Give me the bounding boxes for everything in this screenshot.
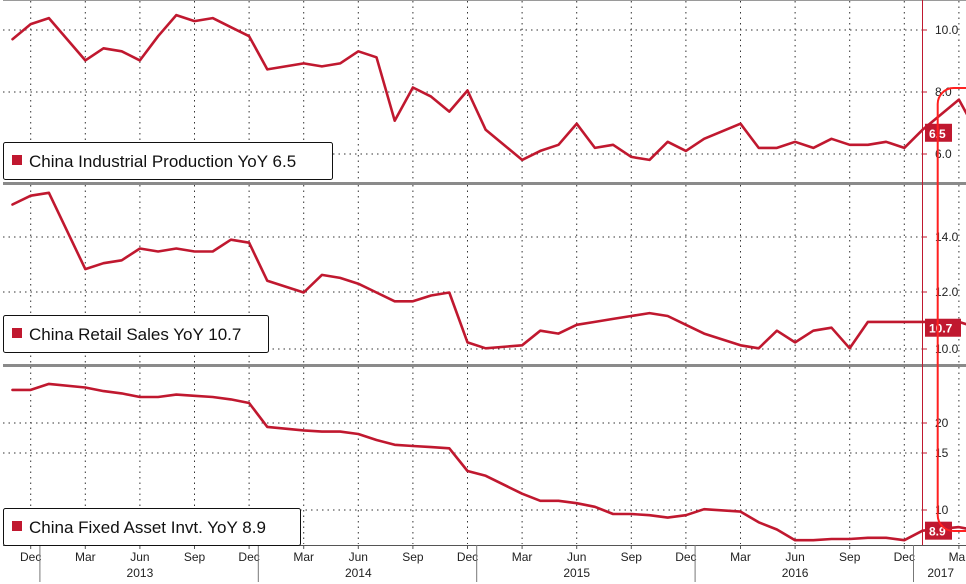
x-tick-label: Dec <box>457 550 478 564</box>
x-tick-label: Sep <box>184 550 206 564</box>
year-label: 2013 <box>127 566 154 580</box>
x-tick-label: Sep <box>839 550 861 564</box>
last-value-tag <box>925 521 952 540</box>
year-label: 2015 <box>563 566 590 580</box>
legend-box <box>3 142 333 180</box>
x-tick-label: Sep <box>621 550 643 564</box>
x-tick-label: Mar <box>949 550 966 564</box>
legend-swatch <box>12 328 22 338</box>
legend-box <box>3 315 269 353</box>
x-tick-label: Dec <box>894 550 915 564</box>
x-tick-label: Jun <box>130 550 149 564</box>
x-tick-label: Dec <box>238 550 259 564</box>
panel-separator <box>3 364 966 367</box>
legend-label: China Retail Sales YoY 10.7 <box>29 325 241 344</box>
x-tick-label: Mar <box>512 550 533 564</box>
x-tick-label: Sep <box>402 550 424 564</box>
series-line <box>11 13 966 162</box>
year-label: 2014 <box>345 566 372 580</box>
grid-layer <box>3 1 960 544</box>
x-tick-label: Jun <box>785 550 804 564</box>
last-value-label: 8.9 <box>929 525 946 539</box>
legend-layer: China Industrial Production YoY 6.5 China… <box>3 142 333 546</box>
legend-label: China Fixed Asset Invt. YoY 8.9 <box>29 518 266 537</box>
x-tick-label: Mar <box>730 550 751 564</box>
year-label: 2016 <box>782 566 809 580</box>
series-line <box>11 191 966 350</box>
y-tick-label: 6.0 <box>935 147 952 161</box>
series-line <box>11 382 966 542</box>
x-tick-label: Mar <box>293 550 314 564</box>
legend-label: China Industrial Production YoY 6.5 <box>29 152 296 171</box>
year-label: 2017 <box>927 566 954 580</box>
y-tick-label: 10.0 <box>935 342 959 356</box>
x-tick-label: Dec <box>20 550 41 564</box>
y-tick-label: 12.0 <box>935 285 959 299</box>
last-value-tag <box>925 318 961 337</box>
last-value-label: 10.7 <box>929 322 953 336</box>
legend-box <box>3 508 301 546</box>
legend-swatch <box>12 521 22 531</box>
y-tick-label: 10.0 <box>935 23 959 37</box>
x-tick-label: Jun <box>349 550 368 564</box>
legend-swatch <box>12 155 22 165</box>
axis-layer: 10.08.06.06.514.012.010.010.72015108.9De… <box>3 0 966 582</box>
x-tick-label: Mar <box>75 550 96 564</box>
panel-separators <box>3 0 966 367</box>
y-tick-label: 14.0 <box>935 230 959 244</box>
series-layer <box>11 13 966 542</box>
x-tick-label: Jun <box>567 550 586 564</box>
highlight-oval <box>936 87 966 532</box>
x-tick-label: Dec <box>675 550 696 564</box>
highlight-layer <box>936 87 966 532</box>
panel-separator <box>3 182 966 185</box>
